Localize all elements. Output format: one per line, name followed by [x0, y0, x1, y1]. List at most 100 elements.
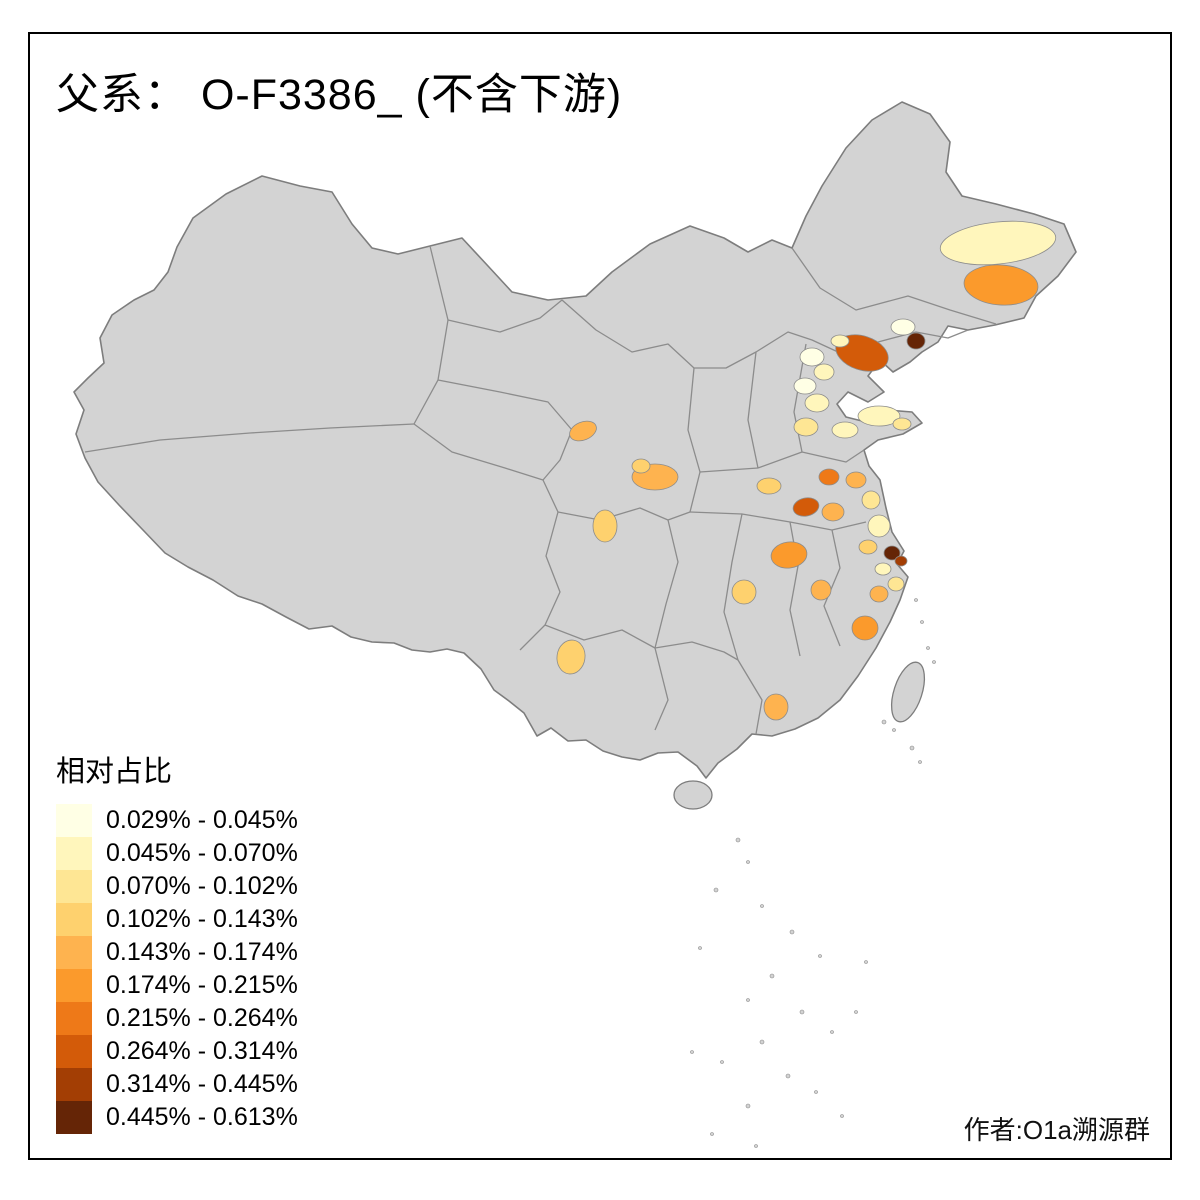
author-credit: 作者:O1a溯源群 [963, 1115, 1150, 1145]
hainan-island [673, 780, 713, 810]
region-blob-9 [804, 393, 830, 413]
legend-swatch [56, 870, 92, 903]
province-border-line [557, 507, 691, 521]
region-blob-3 [906, 332, 926, 350]
islet [932, 660, 936, 664]
region-blob-23 [867, 514, 891, 538]
highlighted-regions [556, 220, 1057, 721]
region-blob-16 [631, 458, 651, 474]
islet [710, 1132, 714, 1136]
region-blob-35 [556, 639, 586, 675]
region-blob-31 [770, 541, 808, 569]
province-border-line [561, 299, 839, 369]
region-blob-28 [887, 576, 905, 592]
region-blob-7 [813, 363, 835, 381]
region-blob-33 [810, 579, 832, 601]
islet [892, 728, 896, 732]
islet [746, 860, 750, 864]
legend: 相对占比 0.029% - 0.045% 0.045% - 0.070% 0.070… [56, 748, 298, 1134]
region-blob-27 [874, 562, 892, 576]
islet [830, 1030, 834, 1034]
province-border-line [747, 351, 759, 469]
islet [926, 646, 930, 650]
legend-entry: 0.215% - 0.264% [56, 1002, 298, 1035]
islet [840, 1114, 844, 1118]
region-blob-32 [731, 579, 757, 605]
region-blob-18 [818, 468, 840, 486]
province-border-line [791, 247, 997, 325]
legend-label: 0.174% - 0.215% [106, 971, 298, 999]
region-blob-20 [821, 502, 845, 522]
legend-label: 0.143% - 0.174% [106, 938, 298, 966]
province-borders [84, 245, 997, 735]
islet [864, 960, 868, 964]
legend-entry: 0.029% - 0.045% [56, 804, 298, 837]
region-blob-24 [858, 539, 878, 555]
legend-entry: 0.264% - 0.314% [56, 1035, 298, 1068]
legend-swatch [56, 1101, 92, 1134]
islet [914, 598, 918, 602]
region-blob-6 [799, 347, 825, 367]
legend-label: 0.264% - 0.314% [106, 1037, 298, 1065]
province-border-line [699, 467, 759, 473]
legend-swatch [56, 936, 92, 969]
province-border-line [413, 245, 449, 425]
legend-label: 0.102% - 0.143% [106, 905, 298, 933]
province-border-line [737, 659, 763, 735]
region-blob-13 [892, 417, 912, 431]
legend-swatch [56, 837, 92, 870]
region-blob-17 [756, 477, 782, 495]
legend-label: 0.215% - 0.264% [106, 1004, 298, 1032]
islet [854, 1010, 858, 1014]
taiwan-island [890, 661, 926, 723]
islet [690, 1050, 694, 1054]
islet [746, 998, 750, 1002]
region-blob-26 [894, 555, 908, 567]
islet [769, 973, 775, 979]
province-border-line [447, 299, 563, 333]
islet [918, 760, 922, 764]
province-border-line [654, 519, 679, 649]
region-blob-34 [592, 509, 618, 543]
legend-entry: 0.314% - 0.445% [56, 1068, 298, 1101]
islet [713, 887, 719, 893]
legend-label: 0.029% - 0.045% [106, 806, 298, 834]
region-blob-2 [890, 318, 916, 336]
region-blob-10 [793, 417, 819, 437]
islet [698, 946, 702, 950]
region-blob-11 [831, 421, 859, 439]
province-border-line [723, 513, 743, 661]
islet [881, 719, 887, 725]
islet [789, 929, 795, 935]
islet [818, 954, 822, 958]
islet [760, 904, 764, 908]
region-blob-14 [569, 420, 597, 442]
legend-swatch [56, 1068, 92, 1101]
province-border-line [84, 423, 415, 453]
region-blob-1 [963, 264, 1039, 306]
islet [735, 837, 741, 843]
legend-swatch [56, 804, 92, 837]
region-blob-0 [939, 220, 1057, 266]
legend-entry: 0.070% - 0.102% [56, 870, 298, 903]
region-blob-8 [793, 377, 817, 395]
province-border-line [793, 343, 807, 453]
region-blob-36 [763, 693, 789, 721]
islet [754, 1144, 758, 1148]
legend-label: 0.070% - 0.102% [106, 872, 298, 900]
legend-entry: 0.102% - 0.143% [56, 903, 298, 936]
islet [785, 1073, 791, 1079]
region-blob-25 [883, 545, 901, 561]
islet [920, 620, 924, 624]
region-blob-19 [792, 497, 820, 517]
islet [720, 1060, 724, 1064]
region-blob-21 [845, 471, 867, 489]
legend-entry: 0.445% - 0.613% [56, 1101, 298, 1134]
province-border-line [437, 379, 573, 481]
legend-entries: 0.029% - 0.045% 0.045% - 0.070% 0.070% - 0… [56, 804, 298, 1134]
region-blob-22 [861, 490, 881, 510]
legend-swatch [56, 1002, 92, 1035]
islet [814, 1090, 818, 1094]
